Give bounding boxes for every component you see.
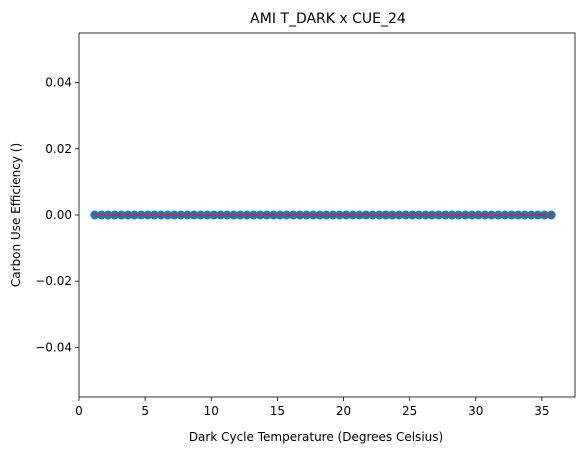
y-tick-label: 0.02 xyxy=(45,142,72,156)
x-tick-label: 20 xyxy=(336,404,351,418)
y-tick-label: 0.04 xyxy=(45,76,72,90)
x-tick-label: 5 xyxy=(141,404,149,418)
x-axis: 0 5 10 15 20 25 30 35 xyxy=(75,397,550,418)
x-tick-label: 35 xyxy=(534,404,549,418)
data-point xyxy=(90,210,100,220)
y-tick-label: −0.04 xyxy=(35,340,72,354)
chart-title: AMI T_DARK x CUE_24 xyxy=(250,11,406,27)
x-tick-label: 10 xyxy=(204,404,219,418)
x-axis-label: Dark Cycle Temperature (Degrees Celsius) xyxy=(189,430,443,444)
y-axis: −0.04 −0.02 0.00 0.02 0.04 xyxy=(35,76,79,354)
x-tick-label: 25 xyxy=(402,404,417,418)
y-tick-label: 0.00 xyxy=(45,208,72,222)
y-axis-label: Carbon Use Efficiency () xyxy=(9,143,23,287)
x-tick-label: 30 xyxy=(468,404,483,418)
x-tick-label: 0 xyxy=(75,404,83,418)
y-tick-label: −0.02 xyxy=(35,274,72,288)
x-tick-label: 15 xyxy=(270,404,285,418)
